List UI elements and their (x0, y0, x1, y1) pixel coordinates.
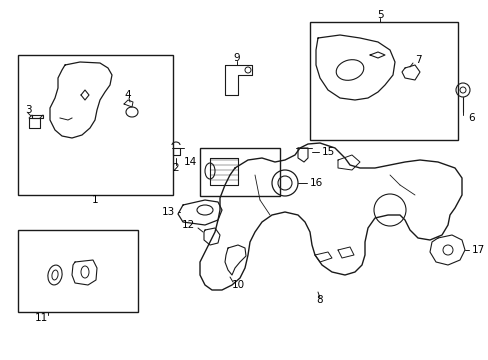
Text: 10: 10 (231, 280, 244, 290)
Bar (200, 148, 280, 196)
Text: 12: 12 (182, 220, 195, 230)
Text: 9: 9 (233, 53, 240, 63)
Text: 1: 1 (92, 195, 98, 205)
Text: 17: 17 (471, 245, 484, 255)
Text: 7: 7 (414, 55, 421, 65)
Text: 8: 8 (316, 295, 323, 305)
Text: 4: 4 (124, 90, 131, 100)
Text: 11: 11 (35, 313, 48, 323)
Text: 5: 5 (376, 10, 383, 20)
Bar (309, 22, 457, 140)
Text: 15: 15 (321, 147, 335, 157)
Text: 6: 6 (467, 113, 474, 123)
Bar (18, 55, 173, 195)
Text: 3: 3 (24, 105, 31, 115)
Text: 13: 13 (162, 207, 175, 217)
Text: 2: 2 (172, 163, 179, 173)
Bar (18, 230, 138, 312)
Text: 16: 16 (309, 178, 323, 188)
Text: 14: 14 (183, 157, 197, 167)
